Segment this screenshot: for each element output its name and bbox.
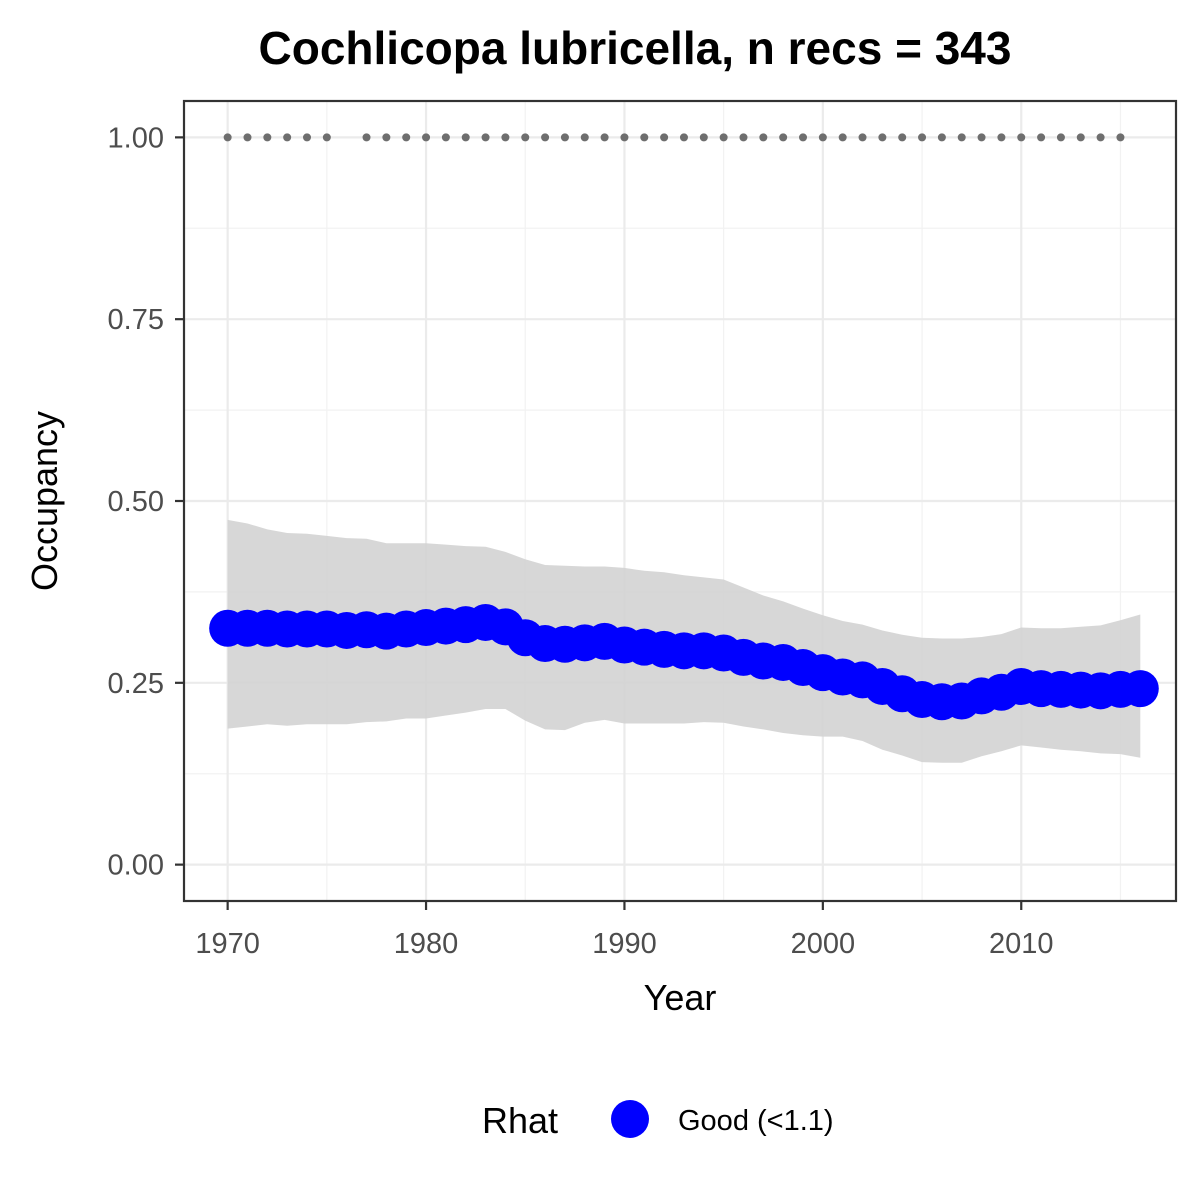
occupancy-point (1122, 670, 1159, 707)
record-year-marker (501, 133, 509, 141)
record-year-marker (581, 133, 589, 141)
x-axis-title: Year (644, 977, 717, 1018)
record-year-marker (442, 133, 450, 141)
record-year-marker (1057, 133, 1065, 141)
record-year-marker (739, 133, 747, 141)
record-year-marker (243, 133, 251, 141)
record-year-marker (918, 133, 926, 141)
record-year-marker (1037, 133, 1045, 141)
record-year-marker (700, 133, 708, 141)
x-tick-label: 2010 (989, 928, 1054, 960)
record-year-marker (779, 133, 787, 141)
record-year-marker (660, 133, 668, 141)
record-year-marker (1097, 133, 1105, 141)
record-year-marker (482, 133, 490, 141)
record-year-marker (680, 133, 688, 141)
legend-label-good: Good (<1.1) (678, 1105, 834, 1137)
y-axis-ticks: 0.00 0.25 0.50 0.75 1.00 (108, 122, 184, 881)
record-year-marker (620, 133, 628, 141)
record-year-marker (759, 133, 767, 141)
x-tick-label: 2000 (791, 928, 856, 960)
record-year-marker (263, 133, 271, 141)
record-year-marker (561, 133, 569, 141)
record-year-marker (1077, 133, 1085, 141)
record-year-marker (859, 133, 867, 141)
record-year-marker (363, 133, 371, 141)
record-year-marker (978, 133, 986, 141)
chart-title: Cochlicopa lubricella, n recs = 343 (259, 22, 1012, 74)
y-tick-label: 0.50 (108, 486, 164, 518)
x-tick-label: 1970 (195, 928, 260, 960)
record-year-marker (422, 133, 430, 141)
legend-key-good (611, 1100, 649, 1138)
record-year-marker (1017, 133, 1025, 141)
record-year-marker (382, 133, 390, 141)
y-tick-label: 1.00 (108, 122, 164, 154)
record-year-marker (1116, 133, 1124, 141)
record-year-marker (640, 133, 648, 141)
record-year-marker (521, 133, 529, 141)
record-year-marker (898, 133, 906, 141)
record-year-marker (323, 133, 331, 141)
record-year-marker (402, 133, 410, 141)
record-year-marker (799, 133, 807, 141)
record-year-marker (541, 133, 549, 141)
record-year-marker (224, 133, 232, 141)
y-tick-label: 0.25 (108, 668, 164, 700)
record-year-marker (462, 133, 470, 141)
record-year-marker (997, 133, 1005, 141)
x-tick-label: 1980 (394, 928, 459, 960)
y-tick-label: 0.75 (108, 304, 164, 336)
x-tick-label: 1990 (592, 928, 657, 960)
record-year-marker (938, 133, 946, 141)
record-year-marker (303, 133, 311, 141)
x-axis-ticks: 1970 1980 1990 2000 2010 (195, 901, 1053, 960)
legend-title: Rhat (482, 1100, 558, 1141)
record-year-marker (958, 133, 966, 141)
record-year-marker (878, 133, 886, 141)
y-axis-title: Occupancy (24, 411, 65, 591)
record-year-marker (819, 133, 827, 141)
record-year-marker (839, 133, 847, 141)
record-year-marker (720, 133, 728, 141)
y-tick-label: 0.00 (108, 850, 164, 882)
record-year-marker (601, 133, 609, 141)
legend: Rhat Good (<1.1) (482, 1100, 834, 1141)
record-year-marker (283, 133, 291, 141)
